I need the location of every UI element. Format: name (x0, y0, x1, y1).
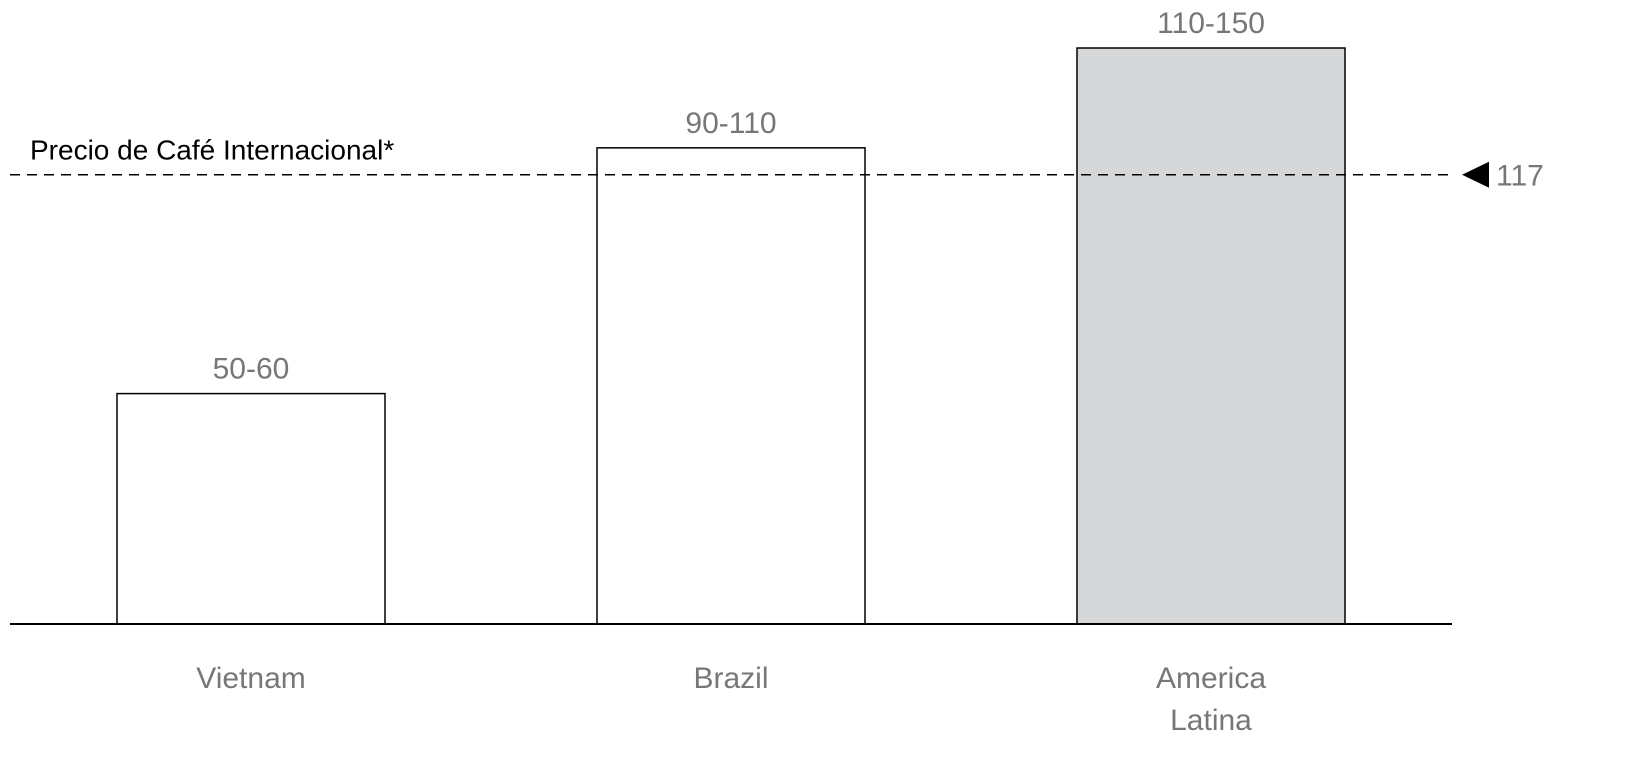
category-label-line: Brazil (693, 662, 768, 695)
category-label-line: Latina (1170, 704, 1252, 737)
bar-brazil (596, 147, 866, 625)
reference-triangle-icon (1462, 161, 1489, 188)
category-label-america-latina: America Latina (1156, 662, 1266, 737)
bar-america-latina (1076, 47, 1346, 625)
data-label-america-latina: 110-150 (1157, 7, 1265, 40)
reference-line-label: Precio de Café Internacional* (30, 135, 394, 166)
category-label-line: Vietnam (196, 662, 306, 695)
bar-vietnam (116, 392, 386, 625)
category-label-brazil: Brazil (693, 662, 768, 695)
data-label-vietnam: 50-60 (213, 353, 290, 386)
category-label-line: America (1156, 662, 1266, 695)
bars-layer (116, 47, 1346, 625)
labels-layer: 50-60 Vietnam 90-110 Brazil 110-150 America La… (196, 7, 1266, 737)
reference-value-label: 117 (1496, 160, 1544, 193)
category-label-vietnam: Vietnam (196, 662, 306, 695)
data-label-brazil: 90-110 (685, 107, 776, 140)
